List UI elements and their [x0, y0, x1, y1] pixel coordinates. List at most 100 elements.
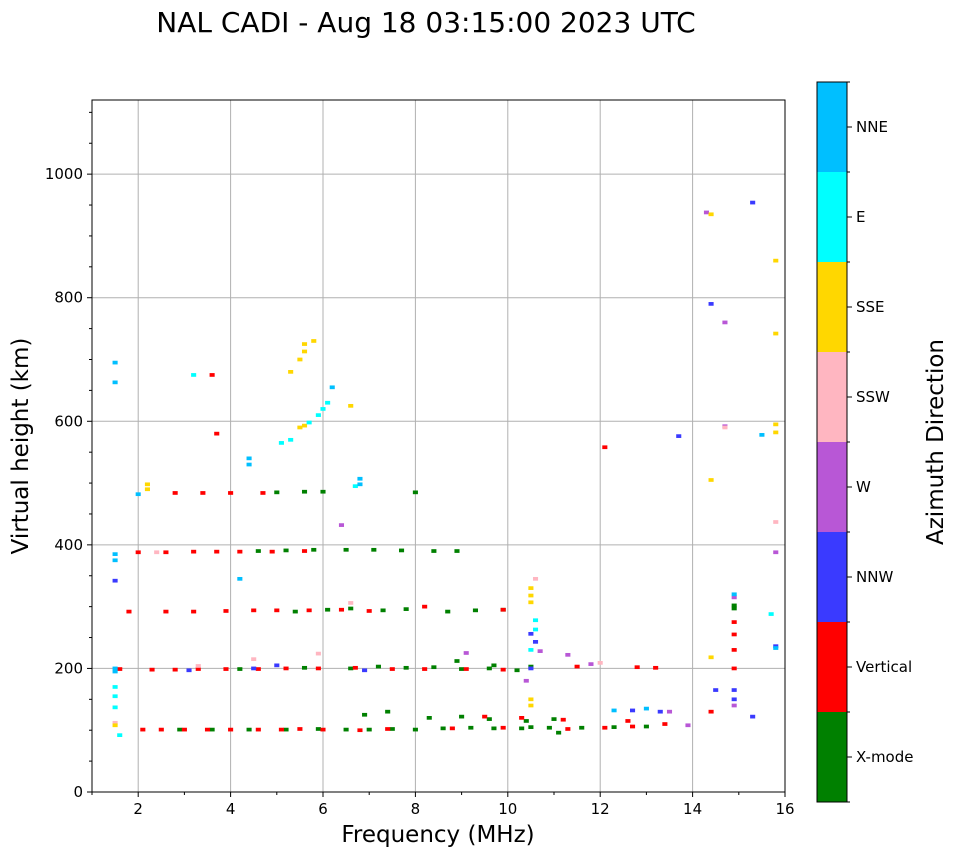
echo-point — [223, 609, 229, 613]
colorbar-frame — [816, 81, 848, 803]
echo-point — [375, 664, 381, 669]
echo-point — [251, 608, 257, 613]
echo-point — [537, 649, 543, 653]
echo-point — [366, 727, 372, 732]
echo-point — [362, 668, 368, 673]
echo-point — [357, 728, 363, 733]
echo-point — [117, 667, 123, 671]
x-tick-label: 12 — [591, 800, 610, 818]
echo-point — [773, 331, 779, 336]
echo-point — [338, 523, 345, 527]
echo-point — [301, 549, 308, 553]
echo-point — [459, 667, 465, 671]
echo-point — [228, 491, 234, 495]
echo-point — [468, 725, 474, 730]
echo-point — [528, 593, 534, 598]
echo-point — [246, 456, 252, 461]
y-tick-label: 1000 — [45, 165, 83, 183]
series-nne — [112, 360, 779, 713]
echo-point — [112, 666, 118, 671]
plot-area — [112, 200, 779, 738]
echo-point — [278, 727, 284, 732]
echo-point — [422, 667, 428, 671]
echo-point — [325, 607, 331, 612]
echo-point — [403, 607, 409, 611]
echo-point — [731, 592, 737, 597]
echo-point — [366, 609, 372, 613]
colorbar-segment — [817, 82, 847, 172]
echo-point — [556, 730, 562, 735]
x-tick-label: 14 — [683, 800, 702, 818]
echo-point — [454, 659, 460, 663]
colorbar-segment — [817, 712, 847, 802]
x-tick-label: 6 — [318, 800, 328, 818]
colorbar-segment — [817, 262, 847, 352]
series-ssw — [112, 425, 779, 725]
echo-point — [315, 413, 321, 417]
echo-point — [528, 586, 534, 590]
echo-point — [209, 727, 215, 732]
echo-point — [532, 640, 539, 644]
echo-point — [713, 688, 719, 692]
series-nnw — [112, 200, 779, 719]
echo-point — [306, 608, 312, 613]
echo-point — [731, 648, 737, 652]
echo-point — [482, 714, 488, 719]
echo-point — [191, 373, 197, 377]
echo-point — [288, 370, 294, 374]
x-axis: 2 4 6 8 10 12 14 16 — [91, 792, 795, 818]
echo-point — [338, 607, 345, 612]
colorbar-segment — [817, 172, 847, 262]
echo-point — [708, 709, 714, 714]
echo-point — [191, 609, 197, 614]
echo-point — [144, 487, 150, 492]
echo-point — [708, 302, 714, 306]
x-tick-label: 4 — [226, 800, 236, 818]
echo-point — [214, 431, 220, 436]
echo-point — [288, 437, 294, 442]
echo-point — [491, 663, 497, 668]
series-e — [112, 373, 774, 738]
echo-point — [773, 646, 779, 650]
chart-title: NAL CADI - Aug 18 03:15:00 2023 UTC — [156, 6, 695, 39]
x-axis-label: Frequency (MHz) — [341, 822, 534, 848]
echo-point — [703, 210, 710, 215]
echo-point — [708, 655, 714, 660]
echo-point — [214, 549, 220, 554]
echo-point — [357, 482, 363, 487]
echo-point — [297, 425, 303, 430]
echo-point — [329, 385, 335, 390]
echo-point — [731, 688, 737, 692]
echo-point — [144, 482, 150, 487]
echo-point — [172, 491, 178, 495]
y-axis: 0 200 400 600 800 1000 — [45, 111, 92, 801]
echo-point — [149, 667, 155, 672]
y-tick-label: 800 — [54, 289, 83, 307]
echo-point — [260, 491, 266, 495]
echo-point — [181, 727, 187, 732]
echo-point — [403, 665, 409, 670]
echo-point — [662, 722, 668, 726]
echo-point — [759, 433, 765, 437]
echo-point — [177, 727, 183, 732]
echo-point — [292, 609, 298, 614]
echo-point — [731, 620, 737, 624]
echo-point — [112, 552, 118, 556]
echo-point — [112, 685, 118, 689]
echo-point — [634, 665, 640, 670]
echo-point — [283, 666, 289, 671]
echo-point — [500, 725, 506, 730]
echo-point — [301, 665, 308, 670]
echo-point — [722, 425, 728, 430]
echo-point — [112, 694, 118, 699]
echo-point — [528, 703, 534, 708]
echo-point — [685, 723, 691, 728]
echo-point — [163, 609, 169, 614]
echo-point — [186, 668, 192, 673]
echo-point — [560, 717, 566, 722]
echo-point — [486, 717, 492, 721]
echo-point — [251, 657, 257, 662]
series-vertical — [117, 373, 737, 733]
colorbar-segment — [817, 442, 847, 532]
echo-point — [426, 716, 432, 720]
